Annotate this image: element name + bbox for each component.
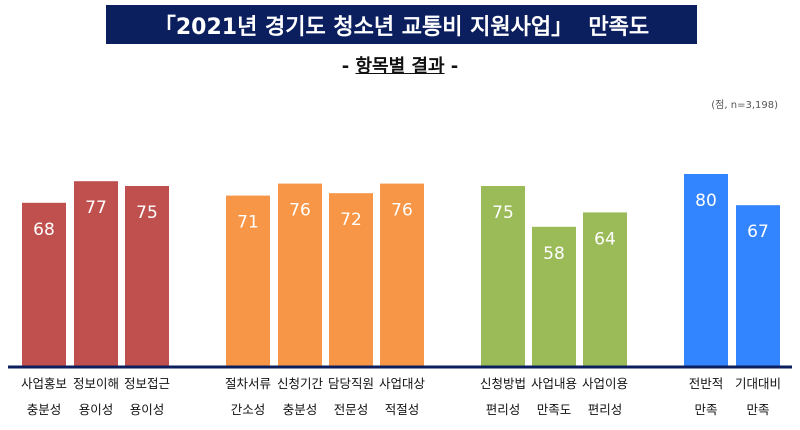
chart-subtitle: - 항목별 결과 -: [0, 52, 800, 78]
tick-label-line: 만족도: [536, 402, 572, 417]
data-label: 80: [695, 191, 717, 211]
data-label: 76: [391, 201, 413, 221]
bar: [278, 183, 322, 366]
tick-label-line: 용이성: [78, 402, 114, 417]
tick-label-line: 신청방법: [479, 376, 526, 391]
tick-label-line: 충분성: [282, 402, 318, 417]
tick-label-line: 전문성: [333, 402, 369, 417]
bar: [532, 226, 576, 366]
bar: [125, 186, 169, 366]
tick-label-line: 전반적: [688, 376, 724, 391]
tick-label-line: 사업대상: [378, 376, 425, 391]
tick-label-line: 사업내용: [530, 376, 577, 391]
bar: [481, 186, 525, 366]
data-label: 75: [492, 203, 514, 223]
subtitle-text: 항목별 결과: [355, 56, 445, 77]
tick-label-line: 정보이해: [72, 376, 119, 391]
tick-label-line: 정보접근: [123, 376, 170, 391]
data-label: 58: [543, 244, 565, 264]
data-label: 75: [136, 203, 158, 223]
tick-label-line: 사업이용: [581, 376, 628, 391]
tick-label-line: 간소성: [230, 402, 266, 417]
tick-label-line: 기대대비: [734, 376, 781, 391]
bar: [329, 193, 373, 366]
data-label: 71: [237, 213, 259, 233]
data-label: 72: [340, 210, 362, 230]
bar: [380, 183, 424, 366]
data-label: 67: [747, 222, 769, 242]
tick-label-line: 충분성: [26, 402, 62, 417]
bar: [22, 202, 66, 366]
bar: [74, 181, 118, 366]
tick-label-line: 신청기간: [276, 376, 323, 391]
bar: [226, 195, 270, 366]
subtitle-prefix: -: [341, 56, 356, 77]
tick-label-line: 사업홍보: [20, 376, 67, 391]
tick-label-line: 편리성: [587, 402, 623, 417]
data-label: 68: [33, 220, 55, 240]
data-label: 77: [85, 198, 107, 218]
tick-label-line: 만족: [746, 402, 770, 417]
tick-label-line: 절차서류: [224, 376, 271, 391]
bar: [736, 205, 780, 366]
bar: [684, 174, 728, 366]
chart-title: 「2021년 경기도 청소년 교통비 지원사업」 만족도: [106, 5, 697, 44]
data-label: 76: [289, 201, 311, 221]
data-label: 64: [594, 229, 616, 249]
unit-note: (점, n=3,198): [711, 100, 778, 111]
tick-label-line: 만족: [694, 402, 718, 417]
tick-label-line: 용이성: [129, 402, 165, 417]
subtitle-suffix: -: [444, 56, 459, 77]
tick-label-line: 적절성: [384, 402, 420, 417]
bar: [583, 212, 627, 366]
tick-label-line: 편리성: [485, 402, 521, 417]
tick-label-line: 담당직원: [327, 376, 374, 391]
